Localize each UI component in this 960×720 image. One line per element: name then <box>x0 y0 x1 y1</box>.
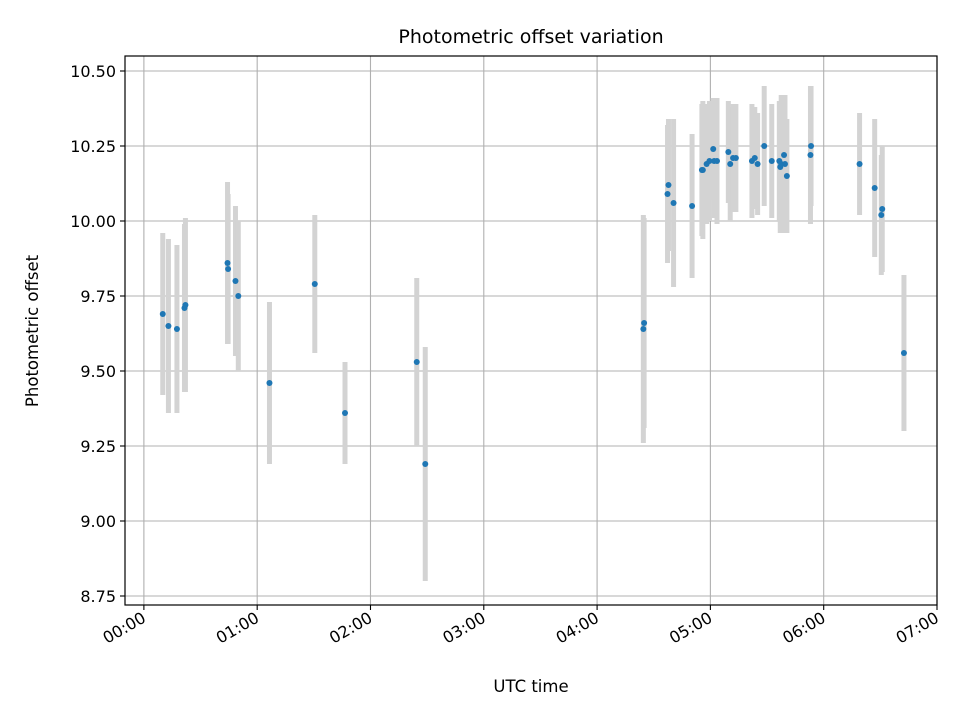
data-point <box>754 161 761 167</box>
data-point <box>689 203 696 209</box>
data-point <box>311 281 318 287</box>
y-tick-label: 10.25 <box>70 137 116 156</box>
data-point <box>422 461 429 467</box>
y-tick-label: 8.75 <box>80 587 116 606</box>
data-point <box>664 191 671 197</box>
data-point <box>856 161 863 167</box>
data-point <box>224 260 231 266</box>
y-tick-label: 10.50 <box>70 62 116 81</box>
data-points <box>159 143 907 467</box>
data-point <box>714 158 721 164</box>
data-point <box>640 326 647 332</box>
data-point <box>266 380 273 386</box>
data-point <box>232 278 239 284</box>
data-point <box>783 173 790 179</box>
data-point <box>878 212 885 218</box>
chart-title: Photometric offset variation <box>398 26 663 48</box>
y-tick-label: 9.75 <box>80 287 116 306</box>
data-point <box>665 182 672 188</box>
y-tick-label: 9.50 <box>80 362 116 381</box>
y-tick-label: 9.25 <box>80 437 116 456</box>
data-point <box>900 350 907 356</box>
y-axis-label: Photometric offset <box>23 254 42 407</box>
data-point <box>706 158 713 164</box>
data-point <box>165 323 172 329</box>
data-point <box>341 410 348 416</box>
data-point <box>225 266 232 272</box>
data-point <box>807 152 814 158</box>
data-point <box>173 326 180 332</box>
plot-frame <box>124 55 938 606</box>
data-point <box>768 158 775 164</box>
data-point <box>182 302 189 308</box>
data-point <box>871 185 878 191</box>
y-tick-label: 9.00 <box>80 512 116 531</box>
data-point <box>732 155 739 161</box>
data-point <box>710 146 717 152</box>
data-point <box>781 152 788 158</box>
y-tick-label: 10.00 <box>70 212 116 231</box>
data-point <box>699 167 706 173</box>
data-point <box>879 206 886 212</box>
data-point <box>751 155 758 161</box>
data-point <box>761 143 768 149</box>
data-point <box>235 293 242 299</box>
data-point <box>808 143 815 149</box>
data-point <box>413 359 420 365</box>
data-point <box>670 200 677 206</box>
data-point <box>781 161 788 167</box>
data-point <box>641 320 648 326</box>
data-point <box>727 161 734 167</box>
x-axis-label: UTC time <box>493 677 568 696</box>
data-point <box>159 311 166 317</box>
data-point <box>725 149 732 155</box>
